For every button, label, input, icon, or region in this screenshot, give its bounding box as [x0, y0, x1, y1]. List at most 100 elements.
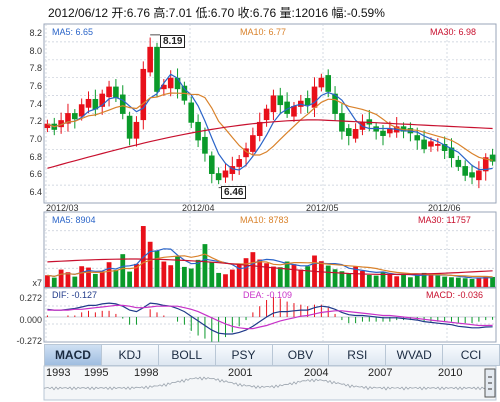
volume-bar — [462, 278, 468, 287]
max-price-marker: 8.19 — [160, 35, 186, 48]
volume-bar — [229, 269, 235, 287]
timeline-sparkline — [43, 376, 489, 391]
volume-bar — [58, 269, 64, 287]
volume-y-tick: x7 — [32, 278, 42, 288]
volume-bar — [175, 256, 180, 287]
quote-header: 2012/06/12 开:6.76 高:7.01 低:6.70 收:6.76 量… — [48, 6, 385, 20]
volume-bar — [209, 262, 215, 287]
candle-body — [270, 95, 277, 113]
candle-body — [236, 159, 242, 167]
volume-bar — [264, 263, 269, 287]
volume-bar — [223, 274, 228, 287]
tab-rsi[interactable]: RSI — [329, 344, 387, 366]
timeline-year-label: 2010 — [438, 367, 463, 379]
macd-dif-label: DIF: -0.127 — [52, 290, 98, 300]
timeline-year-label: 1995 — [84, 367, 109, 379]
candle-body — [229, 166, 236, 174]
candle-body — [188, 102, 195, 123]
volume-bar — [455, 277, 461, 287]
volume-bar — [79, 266, 85, 287]
price-y-tick: 7.4 — [29, 98, 42, 109]
candle-body — [462, 166, 468, 176]
candle-body — [304, 98, 311, 106]
tab-obv[interactable]: OBV — [272, 344, 330, 366]
tab-psy[interactable]: PSY — [215, 344, 273, 366]
volume-ma5-label: MA5: 8904 — [52, 215, 96, 225]
candle-body — [448, 147, 455, 159]
volume-bar — [490, 276, 495, 287]
candle-body — [133, 121, 140, 139]
moving-average-lines — [47, 34, 493, 189]
price-y-tick: 8.2 — [29, 28, 42, 38]
volume-bar — [250, 252, 256, 287]
volume-bar — [360, 270, 365, 287]
volume-bar — [414, 274, 420, 287]
candle-body — [421, 139, 427, 150]
volume-bar — [442, 276, 448, 287]
tab-cci[interactable]: CCI — [443, 344, 500, 366]
volume-bar — [407, 277, 413, 287]
candle-body — [140, 68, 147, 121]
min-price-marker: 6.46 — [221, 186, 247, 199]
timeline-frame — [43, 365, 497, 401]
volume-bar — [428, 274, 434, 287]
volume-bar — [45, 275, 50, 287]
volume-bar — [271, 266, 276, 287]
volume-bar — [305, 266, 311, 287]
volume-bar — [421, 272, 427, 287]
volume-bar — [106, 262, 112, 287]
volume-ma30-label: MA30: 11757 — [418, 215, 471, 225]
volume-bar — [181, 266, 187, 287]
macd-value-label: MACD: -0.036 — [426, 290, 484, 300]
volume-bar — [332, 269, 338, 287]
tab-boll[interactable]: BOLL — [158, 344, 216, 366]
volume-bar — [202, 244, 208, 287]
volume-bar — [325, 265, 331, 287]
volume-bar — [134, 263, 139, 287]
candle-body — [469, 172, 475, 178]
candle-body — [291, 106, 297, 117]
price-y-tick: 7.2 — [29, 116, 42, 127]
candle-body — [65, 113, 71, 124]
candle-body — [147, 46, 153, 73]
macd-dea-label: DEA: -0.109 — [243, 290, 293, 300]
volume-bar — [147, 241, 153, 287]
indicator-tabs: MACD KDJ BOLL PSY OBV RSI WVAD CCI — [44, 344, 500, 366]
timeline-year-label: 2004 — [304, 367, 329, 379]
timeline-year-label: 2007 — [368, 367, 393, 379]
volume-bar — [86, 267, 91, 287]
candle-body — [318, 77, 325, 88]
volume-bar — [92, 273, 98, 287]
volume-bar — [346, 273, 352, 287]
volume-bar — [298, 269, 304, 287]
ma10-line — [47, 92, 493, 161]
candle-body — [72, 113, 78, 120]
candle-body — [455, 159, 462, 167]
volume-bar — [435, 275, 441, 287]
candle-body — [345, 128, 352, 136]
candle-body — [119, 94, 126, 114]
candle-body — [441, 144, 448, 152]
price-ma10-label: MA10: 6.77 — [240, 27, 287, 37]
candle-body — [428, 141, 434, 147]
candle-body — [85, 98, 92, 108]
macd-y-tick-bottom: -0.272 — [16, 336, 42, 346]
volume-bar — [161, 261, 167, 287]
tab-wvad[interactable]: WVAD — [386, 344, 444, 366]
price-y-tick: 7.6 — [29, 81, 42, 91]
tab-kdj[interactable]: KDJ — [101, 344, 159, 366]
volume-ma30-line — [47, 258, 493, 275]
volume-bar — [366, 274, 372, 287]
candle-body — [380, 130, 386, 136]
candle-body — [167, 77, 174, 89]
candle-body — [154, 46, 160, 92]
candle-body — [352, 128, 359, 139]
volume-bar — [154, 250, 160, 287]
volume-bar — [277, 267, 283, 287]
volume-bar — [483, 275, 489, 287]
macd-indicator — [44, 296, 496, 342]
price-y-tick: 7.0 — [29, 134, 42, 144]
tab-macd[interactable]: MACD — [44, 344, 102, 366]
volume-bar — [236, 263, 242, 287]
